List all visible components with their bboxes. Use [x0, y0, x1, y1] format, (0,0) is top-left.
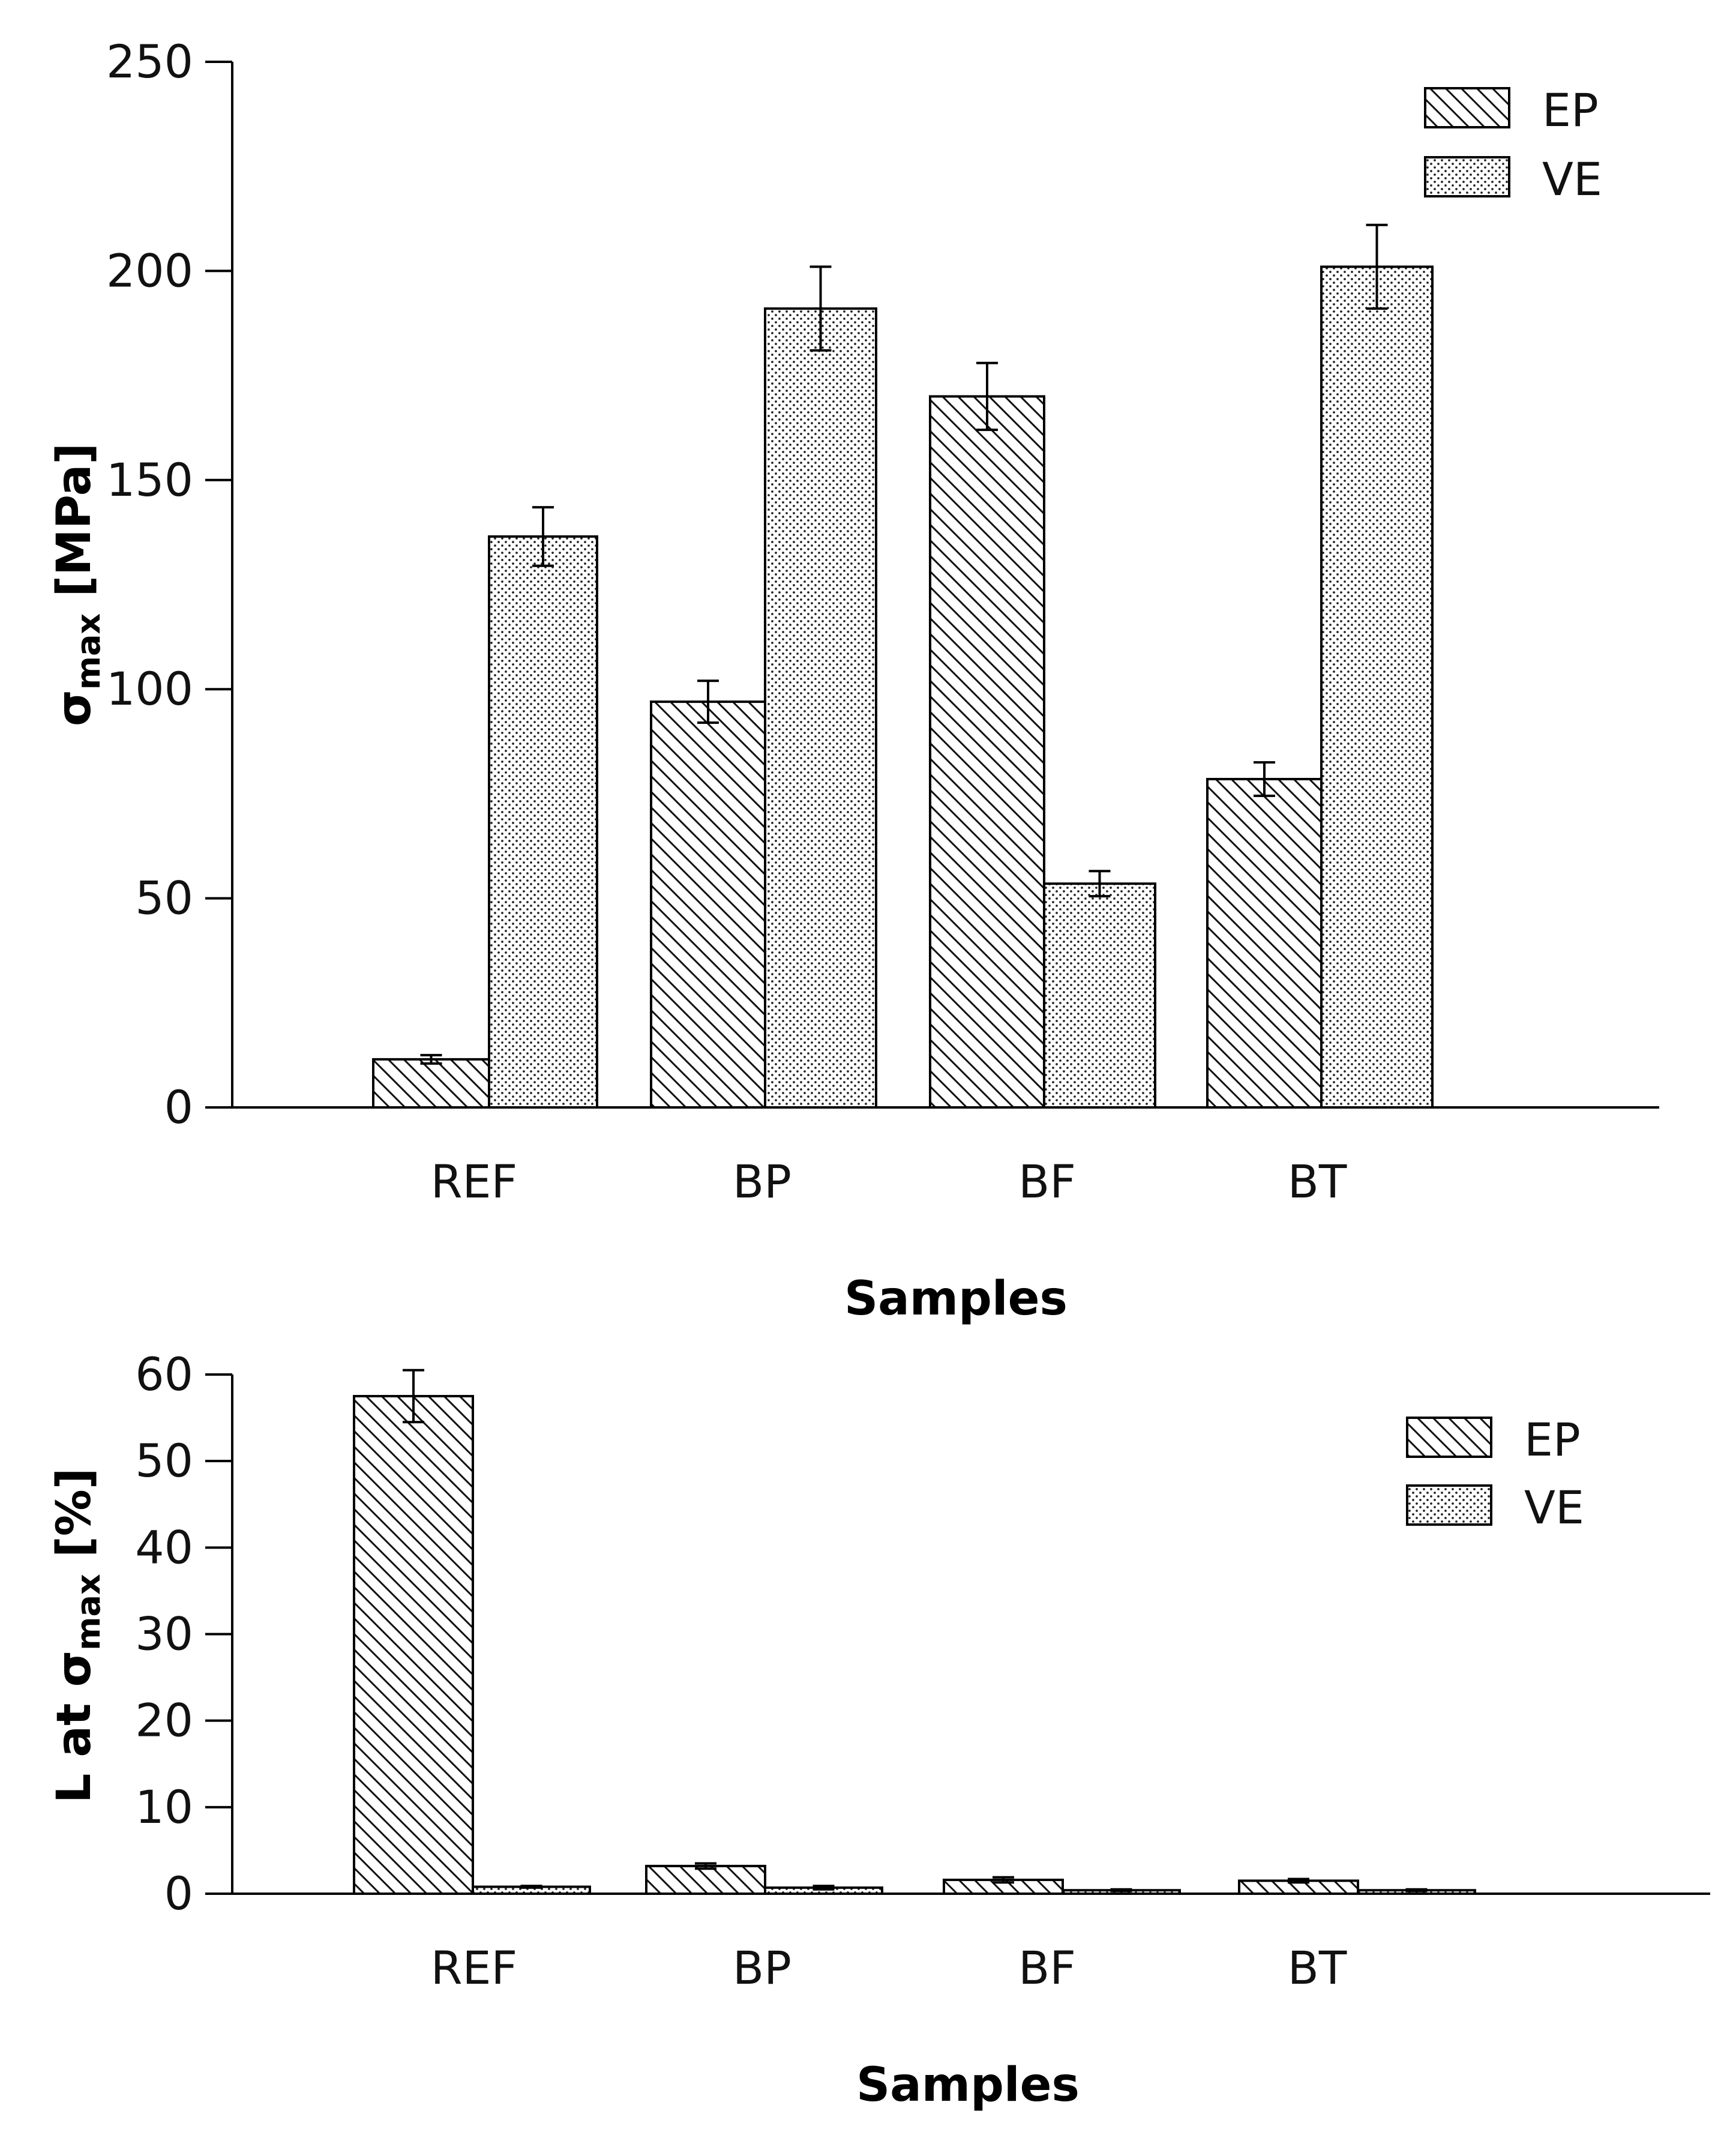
chart-2-legend-swatch-ep	[1406, 1417, 1492, 1458]
chart-1-y-tick-label: 150	[106, 453, 193, 507]
chart-1-category-label: BF	[1018, 1155, 1076, 1208]
chart-2-y-tick-label: 0	[164, 1867, 193, 1920]
chart-2-legend-label-ve: VE	[1524, 1481, 1584, 1534]
chart-2-category-label: BP	[733, 1941, 791, 1995]
error-bar-ep-bf	[993, 1876, 1014, 1884]
error-bar-ve-bf	[1110, 1888, 1132, 1893]
chart-1-y-axis-label: σmax [MPa]	[47, 443, 107, 726]
chart-1-y-tick-label: 50	[135, 872, 193, 925]
chart-2-y-label-symbol: σ	[47, 1651, 101, 1687]
error-bar-ep-bt	[1254, 761, 1275, 797]
error-bar-ve-bp	[809, 265, 832, 352]
chart-1-y-ticks: 0 50 100 150 200 250	[106, 35, 232, 1134]
chart-1-error-bars	[420, 223, 1388, 1065]
chart-2-category-label: REF	[431, 1941, 518, 1995]
bar-ve-bf	[1043, 882, 1156, 1109]
bar-ep-ref	[372, 1058, 490, 1109]
chart-1-category-label: BT	[1288, 1155, 1347, 1208]
chart-1-y-tick-label: 100	[106, 662, 193, 715]
error-bar-ve-bf	[1089, 870, 1111, 898]
chart-2-y-label-unit: [%]	[47, 1468, 101, 1574]
chart-1-legend-swatch-ep	[1424, 87, 1510, 128]
chart-2-category-label: BF	[1018, 1941, 1076, 1995]
chart-1-y-tick-label: 0	[164, 1080, 193, 1134]
error-bar-ep-bp	[695, 1862, 716, 1870]
chart-2-y-tick-label: 30	[135, 1607, 193, 1661]
chart-1-y-label-symbol: σ	[47, 690, 101, 726]
chart-1-y-tick-label: 250	[106, 35, 193, 88]
chart-1-category-label: REF	[431, 1155, 518, 1208]
error-bar-ep-ref	[420, 1053, 442, 1065]
chart-2-y-label-prefix: L at	[47, 1687, 101, 1803]
chart-2-y-tick-label: 10	[135, 1780, 193, 1834]
chart-2-y-tick-label: 60	[135, 1348, 193, 1401]
chart-2-legend: EP VE	[1406, 1413, 1584, 1534]
bar-ve-bp	[764, 307, 877, 1109]
bar-ep-bf	[929, 395, 1045, 1109]
error-bar-ep-bf	[976, 361, 998, 432]
chart-2-x-axis-label: Samples	[856, 2058, 1080, 2112]
chart-2-y-ticks: 0 10 20 30 40 50 60	[135, 1348, 232, 1920]
chart-2-legend-label-ep: EP	[1524, 1413, 1581, 1466]
bar-ve-bt	[1320, 265, 1434, 1109]
chart-2-error-bars	[403, 1369, 1428, 1893]
chart-2-y-tick-label: 40	[135, 1520, 193, 1574]
error-bar-ep-bp	[697, 679, 719, 724]
chart-2-elongation: 0 10 20 30 40 50 60 REF BP BF BT Samples L at …	[47, 1348, 1710, 2112]
chart-1-x-axis-label: Samples	[844, 1272, 1068, 1326]
chart-1-legend-label-ep: EP	[1542, 83, 1599, 137]
error-bar-ep-ref	[403, 1369, 424, 1424]
error-bar-ve-bt	[1405, 1888, 1428, 1893]
chart-1-tensile-strength: 0 50 100 150 200 250 REF BP BF BT Samples σma…	[47, 35, 1659, 1326]
chart-1-legend-label-ve: VE	[1542, 152, 1602, 206]
chart-1-category-labels: REF BP BF BT	[431, 1155, 1347, 1208]
bar-ep-bp	[645, 1864, 766, 1896]
chart-1-legend: EP VE	[1424, 83, 1602, 206]
error-bar-ve-ref	[532, 506, 554, 567]
chart-1-y-label-unit: [MPa]	[47, 443, 101, 613]
error-bar-ve-ref	[520, 1885, 542, 1889]
chart-2-y-tick-label: 50	[135, 1434, 193, 1487]
chart-1-legend-swatch-ve	[1424, 156, 1510, 197]
chart-1-bars	[372, 265, 1434, 1109]
bar-ep-bp	[650, 700, 766, 1109]
bar-ep-ref	[353, 1395, 474, 1896]
chart-2-y-tick-label: 20	[135, 1694, 193, 1747]
error-bar-ve-bt	[1366, 223, 1388, 310]
chart-2-y-axis-label: L at σmax [%]	[47, 1468, 107, 1804]
chart-2-legend-swatch-ve	[1406, 1484, 1492, 1526]
chart-2-bars	[353, 1395, 1476, 1896]
chart-2-y-label-subscript: max	[70, 1574, 107, 1651]
bar-ve-ref	[488, 535, 598, 1109]
chart-2-category-labels: REF BP BF BT	[431, 1941, 1347, 1995]
error-bar-ve-bp	[812, 1885, 835, 1891]
chart-2-category-label: BT	[1288, 1941, 1347, 1995]
error-bar-ep-bt	[1288, 1878, 1309, 1884]
chart-1-y-label-subscript: max	[70, 613, 107, 690]
chart-1-y-tick-label: 200	[106, 244, 193, 297]
bar-ep-bt	[1206, 778, 1323, 1109]
chart-1-category-label: BP	[733, 1155, 791, 1208]
